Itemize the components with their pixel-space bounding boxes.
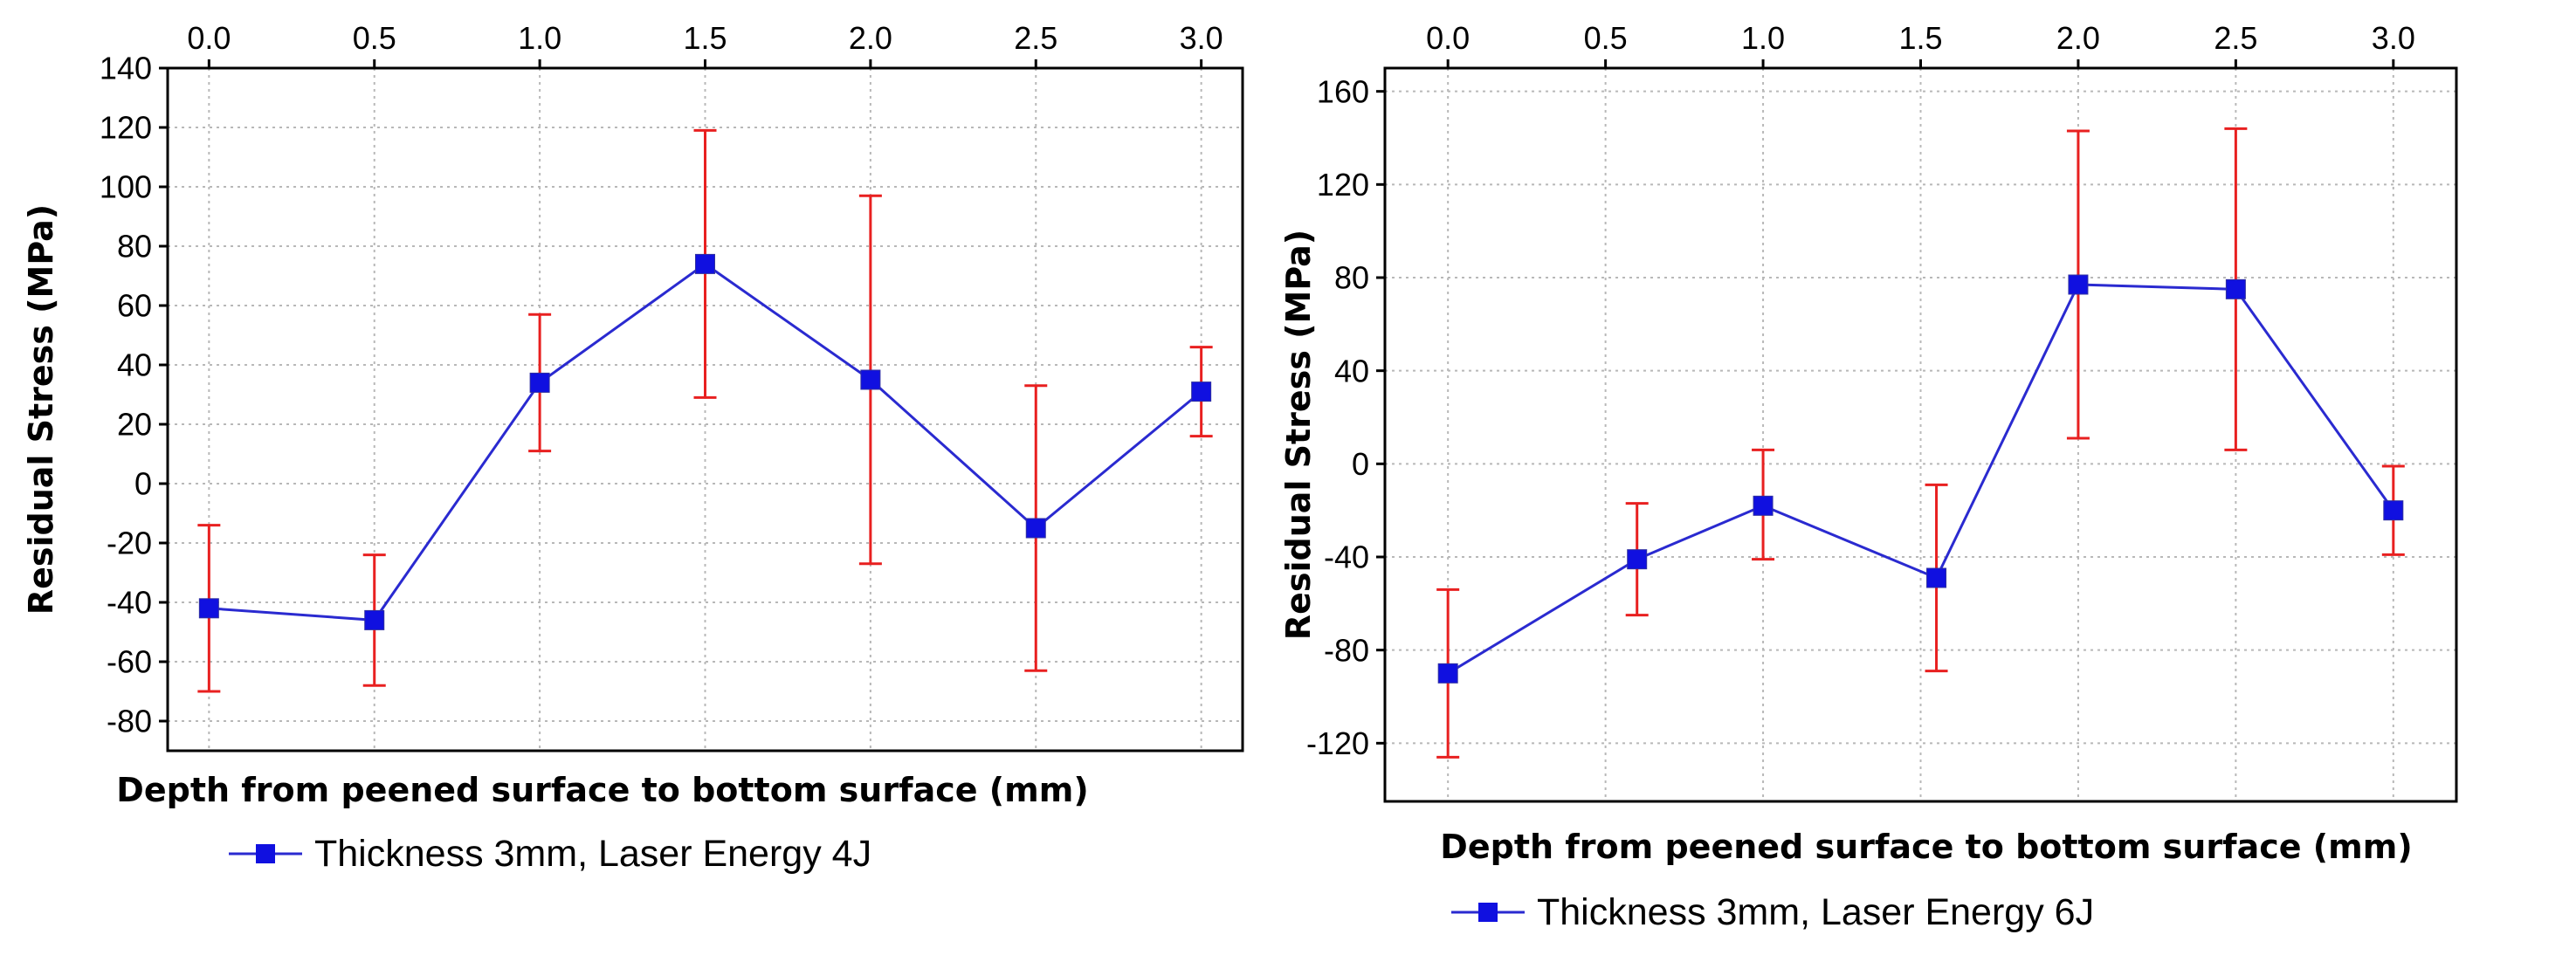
- left-x-tick-label: 0.5: [353, 20, 396, 56]
- right-x-tick-label: 1.5: [1898, 20, 1942, 56]
- right-x-axis-title: Depth from peened surface to bottom surf…: [1440, 828, 2412, 866]
- right-data-point: [1437, 663, 1458, 684]
- right-legend-label: Thickness 3mm, Laser Energy 6J: [1537, 891, 2094, 933]
- right-y-tick-label: -80: [1324, 632, 1369, 668]
- right-data-point: [1627, 549, 1648, 570]
- left-y-tick-label: 0: [134, 466, 152, 502]
- right-x-tick-label: 0.5: [1584, 20, 1628, 56]
- left-x-tick-label: 0.0: [187, 20, 231, 56]
- left-y-tick-label: -40: [107, 585, 152, 621]
- left-x-tick-label: 2.5: [1014, 20, 1057, 56]
- chart-right-svg: 0.0 0.5 1.0 1.5 2.0 2.5 3.0 160 120 80 40 0 -40 -80 -1…: [1279, 20, 2458, 933]
- right-y-tick-label: -120: [1306, 725, 1369, 761]
- left-y-tick-label: 20: [117, 407, 152, 443]
- left-y-tick-label: 60: [117, 288, 152, 324]
- right-y-tick-label: 80: [1334, 260, 1369, 296]
- right-y-tick-label: 160: [1317, 73, 1369, 109]
- left-legend-marker: [256, 844, 275, 863]
- right-x-tick-label: 3.0: [2372, 20, 2415, 56]
- right-data-point: [2225, 278, 2246, 299]
- chart-left-svg: 0.0 0.5 1.0 1.5 2.0 2.5 3.0 140 120 100 80 60 40 20 0 -…: [22, 20, 1244, 875]
- left-y-tick-label: -60: [107, 644, 152, 680]
- right-data-point: [1753, 495, 1774, 516]
- chart-left: 0.0 0.5 1.0 1.5 2.0 2.5 3.0 140 120 100 80 60 40 20 0 -…: [22, 20, 1244, 875]
- left-x-axis-title: Depth from peened surface to bottom surf…: [116, 771, 1088, 809]
- right-data-point: [2383, 500, 2404, 521]
- left-y-tick-label: 120: [100, 110, 152, 146]
- right-data-point: [2068, 274, 2089, 295]
- left-data-point: [198, 598, 219, 619]
- left-data-point: [1191, 381, 1212, 402]
- right-y-axis-title: Residual Stress (MPa): [1279, 230, 1318, 640]
- left-x-tick-label: 1.0: [518, 20, 561, 56]
- left-y-tick-label: -20: [107, 526, 152, 561]
- right-y-tick-label: 0: [1352, 446, 1369, 482]
- right-plot-area: [1385, 68, 2456, 801]
- right-x-tick-label: 2.5: [2214, 20, 2257, 56]
- left-y-tick-label: 80: [117, 229, 152, 265]
- left-y-tick-label: 40: [117, 347, 152, 383]
- right-y-tick-label: 40: [1334, 353, 1369, 388]
- left-y-tick-label: 100: [100, 169, 152, 205]
- right-legend-marker: [1478, 903, 1498, 922]
- left-data-point: [529, 372, 550, 393]
- left-y-axis-title: Residual Stress (MPa): [22, 204, 60, 615]
- left-x-tick-label: 1.5: [683, 20, 727, 56]
- left-data-point: [695, 253, 715, 274]
- left-data-point: [364, 609, 385, 630]
- left-legend-label: Thickness 3mm, Laser Energy 4J: [314, 833, 871, 875]
- right-data-point: [1926, 567, 1947, 588]
- left-data-point: [860, 369, 881, 390]
- right-x-tick-label: 2.0: [2056, 20, 2100, 56]
- left-x-tick-label: 2.0: [849, 20, 892, 56]
- left-data-point: [1025, 518, 1046, 539]
- chart-right: 0.0 0.5 1.0 1.5 2.0 2.5 3.0 160 120 80 40 0 -40 -80 -1…: [1266, 0, 2576, 969]
- left-x-tick-label: 3.0: [1180, 20, 1223, 56]
- right-x-tick-label: 0.0: [1426, 20, 1470, 56]
- right-x-tick-label: 1.0: [1741, 20, 1785, 56]
- left-y-tick-label: 140: [100, 51, 152, 86]
- left-y-tick-label: -80: [107, 704, 152, 739]
- right-y-tick-label: 120: [1317, 167, 1369, 203]
- right-y-tick-label: -40: [1324, 539, 1369, 575]
